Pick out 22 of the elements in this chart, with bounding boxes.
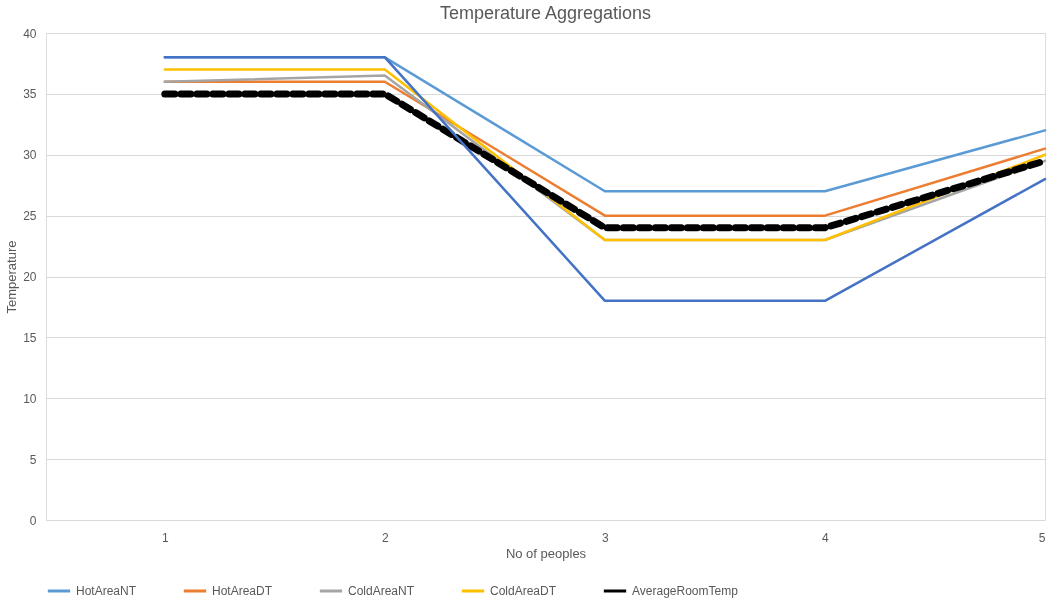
y-tick-label: 0 bbox=[29, 513, 37, 528]
y-tick-label: 25 bbox=[23, 209, 37, 224]
x-tick-label: 3 bbox=[602, 530, 610, 545]
x-tick-label: 4 bbox=[822, 530, 830, 545]
chart-title: Temperature Aggregations bbox=[439, 3, 652, 23]
y-tick-label: 30 bbox=[23, 148, 37, 163]
y-tick-label: 5 bbox=[29, 452, 37, 467]
y-tick-label: 20 bbox=[23, 270, 37, 284]
y-axis-title: Temperature bbox=[4, 240, 20, 314]
y-tick-label: 10 bbox=[23, 391, 37, 406]
legend-label: HotAreaNT bbox=[76, 584, 137, 598]
y-tick-label: 35 bbox=[23, 87, 37, 102]
y-tick-label: 40 bbox=[23, 26, 37, 41]
y-tick-label: 15 bbox=[23, 330, 37, 345]
legend-label: AverageRoomTemp bbox=[632, 584, 739, 598]
x-axis-title: No of peoples bbox=[505, 545, 587, 561]
legend-label: ColdAreaNT bbox=[348, 584, 415, 598]
legend-label: HotAreaDT bbox=[212, 584, 273, 598]
x-tick-label: 5 bbox=[1038, 530, 1046, 545]
x-tick-label: 2 bbox=[382, 530, 390, 545]
x-tick-label: 1 bbox=[161, 530, 169, 545]
legend-label: ColdAreaDT bbox=[490, 584, 557, 598]
